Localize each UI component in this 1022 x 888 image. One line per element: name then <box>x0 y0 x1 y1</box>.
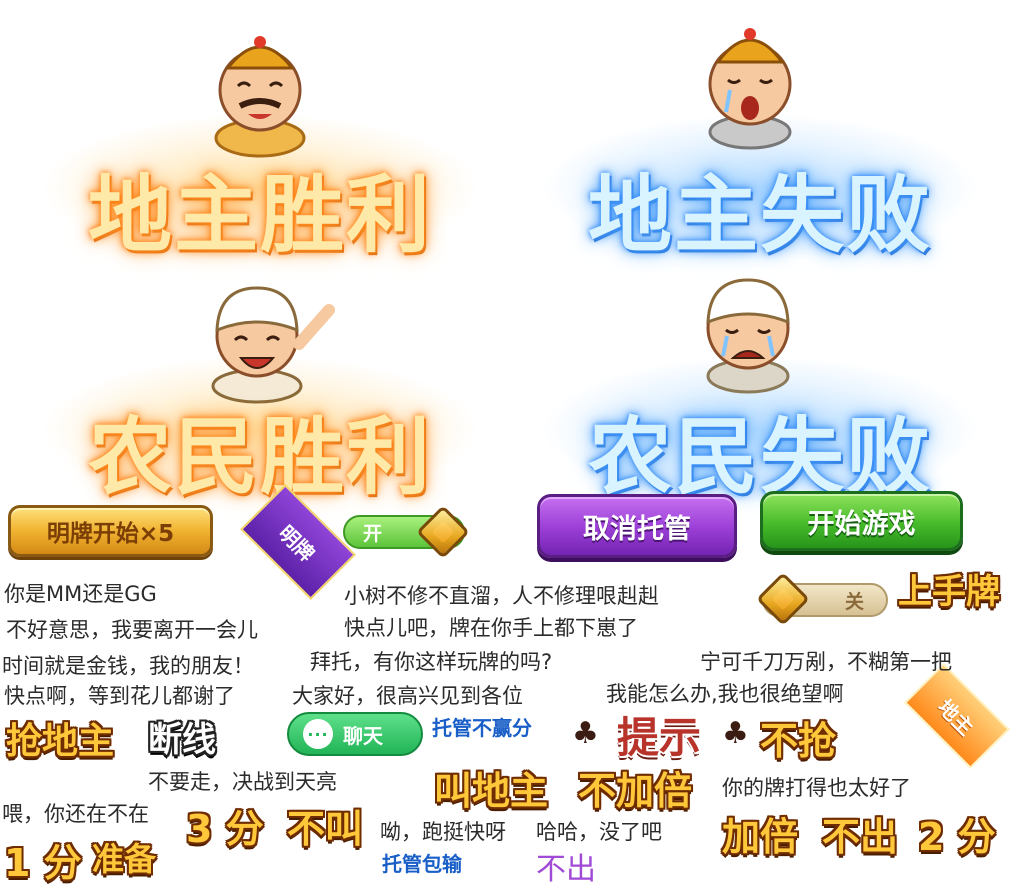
chat-button[interactable]: ··· 聊天 <box>287 712 423 756</box>
cancel-auto-play-button[interactable]: 取消托管 <box>537 494 737 558</box>
chat-phrase[interactable]: 宁可千刀万剐，不糊第一把 <box>700 650 952 674</box>
landlord-lose-title: 地主失败 <box>587 166 932 264</box>
chat-phrase[interactable]: 你的牌打得也太好了 <box>722 776 911 800</box>
landlord-lose-banner: 地主失败 <box>545 20 975 264</box>
chat-phrase[interactable]: 小树不修不直溜，人不修理哏赳赳 <box>344 584 659 608</box>
auto-no-win-label: 托管不赢分 <box>432 716 532 740</box>
farmer-lose-title: 农民失败 <box>587 408 932 506</box>
no-call-label: 不叫 <box>287 807 364 851</box>
toggle-knob-icon[interactable] <box>756 572 810 626</box>
landlord-sad-character <box>708 28 792 150</box>
show-cards-x5-button[interactable]: 明牌开始×5 <box>8 505 213 557</box>
chat-phrase[interactable]: 时间就是金钱，我的朋友！ <box>2 654 254 678</box>
chat-phrase[interactable]: 你是MM还是GG <box>4 582 157 606</box>
chat-phrase[interactable]: 快点啊，等到花儿都谢了 <box>4 684 235 708</box>
call-landlord-label: 叫地主 <box>434 769 549 813</box>
two-points-label: 2 分 <box>918 815 996 859</box>
three-points-label: 3 分 <box>186 807 264 851</box>
chat-phrase[interactable]: 喂，你还在不在 <box>2 802 149 826</box>
farmer-sad-character <box>706 278 790 394</box>
disconnect-label: 断线 <box>148 720 216 760</box>
farmer-happy-character <box>211 286 335 404</box>
toggle-on-label: 开 <box>363 522 383 545</box>
chat-bubble-icon: ··· <box>303 719 333 749</box>
start-game-button[interactable]: 开始游戏 <box>760 491 963 551</box>
landlord-happy-character <box>214 36 306 158</box>
chat-button-label: 聊天 <box>343 723 383 748</box>
ready-label: 准备 <box>92 840 157 878</box>
chat-phrase[interactable]: 哈哈，没了吧 <box>536 820 662 844</box>
farmer-win-title: 农民胜利 <box>87 408 432 506</box>
chat-phrase[interactable]: 我能怎么办,我也很绝望啊 <box>606 682 844 706</box>
farmer-win-banner: 农民胜利 <box>45 262 475 506</box>
toggle-knob-icon[interactable] <box>416 505 470 559</box>
chat-phrase[interactable]: 快点儿吧，牌在你手上都下崽了 <box>344 616 638 640</box>
hint-label: 提示 <box>617 713 702 762</box>
club-suit-icon: ♣ <box>722 716 749 751</box>
pass-label: 不出 <box>822 815 899 859</box>
chat-phrase[interactable]: 不要走，决战到天亮 <box>148 770 337 794</box>
grab-landlord-label: 抢地主 <box>6 721 115 762</box>
chat-phrase[interactable]: 拜托，有你这样玩牌的吗? <box>310 650 553 674</box>
auto-no-lose-label: 托管包输 <box>382 852 462 876</box>
no-grab-label: 不抢 <box>760 719 837 763</box>
chat-phrase[interactable]: 不好意思，我要离开一会儿 <box>6 618 258 642</box>
double-label: 加倍 <box>722 815 799 859</box>
no-double-label: 不加倍 <box>578 769 693 813</box>
chat-phrase[interactable]: 呦，跑挺快呀 <box>380 820 506 844</box>
landlord-win-banner: 地主胜利 <box>45 20 475 264</box>
farmer-lose-banner: 农民失败 <box>545 262 975 506</box>
landlord-ribbon: 地主 <box>903 662 1011 770</box>
landlord-win-title: 地主胜利 <box>87 166 432 264</box>
club-suit-icon: ♣ <box>572 716 599 751</box>
pass-plain-label: 不出 <box>536 852 596 887</box>
first-hand-label: 上手牌 <box>898 572 1000 612</box>
toggle-off-label: 关 <box>844 590 864 613</box>
one-point-label: 1 分 <box>4 841 82 885</box>
chat-phrase[interactable]: 大家好，很高兴见到各位 <box>292 684 523 708</box>
